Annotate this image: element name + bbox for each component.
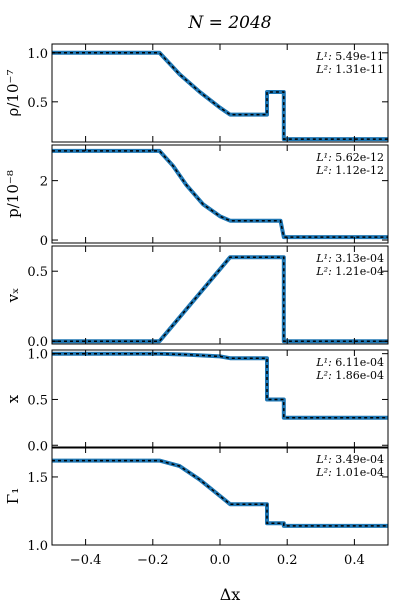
error-value: 3.13e-04 (332, 252, 384, 265)
error-norm: L¹: (315, 252, 331, 265)
error-norm: L²: (315, 63, 331, 76)
error-value: 3.49e-04 (332, 453, 384, 466)
error-annotation-gamma: L²: 1.01e-04 (315, 466, 384, 479)
error-norm: L¹: (315, 453, 331, 466)
y-axis-label-p: p/10⁻⁸ (4, 170, 22, 218)
ytick-label: 2 (40, 175, 48, 190)
figure-title: N = 2048 (187, 13, 271, 33)
x-axis: −0.4 −0.2 0.0 0.2 0.4 (70, 553, 365, 568)
reference-line-x (52, 352, 388, 419)
ytick-label: 1.5 (27, 471, 48, 486)
error-norm: L²: (315, 466, 331, 479)
ytick-label: 0.5 (27, 265, 48, 280)
xtick-label: −0.2 (137, 553, 169, 568)
xtick-label: 0.2 (277, 553, 298, 568)
x-axis-label: Δx (220, 585, 241, 604)
error-norm: L¹: (315, 151, 331, 164)
error-value: 5.49e-11 (332, 50, 384, 63)
error-annotation-rho: L¹: 5.49e-11 (315, 50, 384, 63)
error-annotation-x: L¹: 6.11e-04 (315, 356, 384, 369)
y-axis-label-x: x (4, 394, 22, 403)
ytick-label: 1.0 (27, 47, 48, 62)
error-norm: L²: (315, 164, 331, 177)
error-annotation-vx: L²: 1.21e-04 (315, 265, 384, 278)
error-norm: L¹: (315, 50, 331, 63)
error-value: 1.21e-04 (332, 265, 384, 278)
error-value: 6.11e-04 (332, 356, 384, 369)
ytick-label: 1.0 (27, 539, 48, 554)
error-value: 5.62e-12 (332, 151, 384, 164)
reference-line-gamma (52, 459, 388, 527)
ytick-label: 1.0 (27, 348, 48, 363)
reference-line-vx (52, 256, 388, 342)
error-annotation-p: L²: 1.12e-12 (315, 164, 384, 177)
y-axis-label-vx: vₓ (4, 288, 22, 304)
error-value: 1.01e-04 (332, 466, 384, 479)
xtick-label: −0.4 (70, 553, 102, 568)
error-norm: L²: (315, 265, 331, 278)
error-annotation-p: L¹: 5.62e-12 (315, 151, 384, 164)
error-annotation-vx: L¹: 3.13e-04 (315, 252, 384, 265)
error-annotation-x: L²: 1.86e-04 (315, 369, 384, 382)
error-value: 1.86e-04 (332, 369, 384, 382)
ytick-label: 0.5 (27, 393, 48, 408)
reference-line-p (52, 150, 388, 238)
error-norm: L¹: (315, 356, 331, 369)
ytick-label: 0 (40, 234, 48, 249)
ytick-label: 0.5 (27, 96, 48, 111)
y-axis-label-rho: ρ/10⁻⁷ (4, 70, 22, 117)
ytick-label: 0.0 (27, 439, 48, 454)
ytick-label: 0.0 (27, 335, 48, 350)
error-value: 1.12e-12 (332, 164, 384, 177)
reference-line-rho (52, 52, 388, 140)
y-axis-label-gamma: Γ₁ (4, 488, 22, 504)
xtick-label: 0.4 (344, 553, 365, 568)
error-norm: L²: (315, 369, 331, 382)
error-annotation-gamma: L¹: 3.49e-04 (315, 453, 384, 466)
error-annotation-rho: L²: 1.31e-11 (315, 63, 384, 76)
error-value: 1.31e-11 (332, 63, 384, 76)
xtick-label: 0.0 (210, 553, 231, 568)
